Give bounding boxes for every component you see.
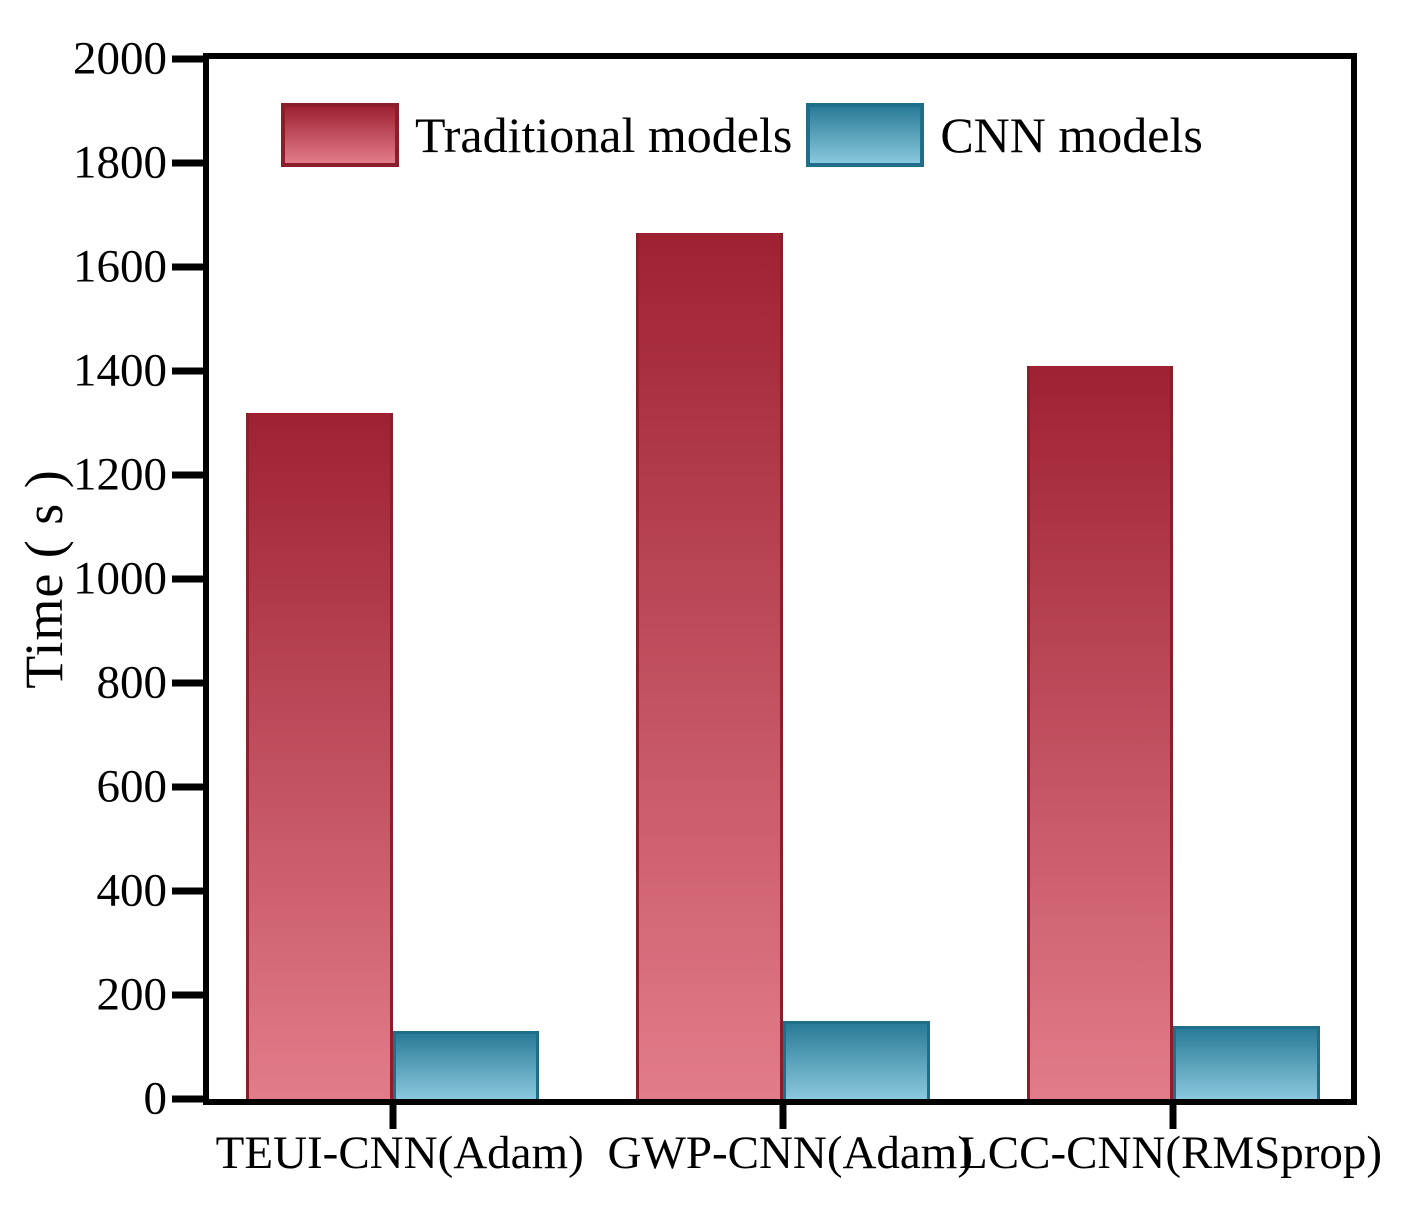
x-axis-label-lcc-cnn: LCC-CNN(RMSprop) (959, 1127, 1383, 1179)
x-axis-label-gwp-cnn: GWP-CNN(Adam) (607, 1127, 974, 1179)
y-tick-mark (172, 575, 203, 583)
y-axis-title: Time ( s ) (14, 469, 74, 689)
legend-label-cnn-models: CNN models (940, 107, 1203, 163)
plot-area: 0 200 400 600 800 1000 1200 1400 1600 1800 2000 Tr… (73, 35, 1357, 1129)
bar-traditional-gwp-cnn (636, 233, 783, 1099)
y-tick-label: 1800 (73, 136, 167, 189)
y-tick-label: 200 (96, 968, 168, 1021)
y-tick-label: 400 (96, 864, 168, 917)
y-tick-label: 1400 (73, 344, 167, 397)
y-tick-label: 2000 (73, 32, 167, 85)
x-axis-label-teui-cnn: TEUI-CNN(Adam) (215, 1127, 584, 1179)
y-tick-mark (172, 991, 203, 999)
y-tick-mark (172, 367, 203, 375)
y-tick-mark (172, 783, 203, 791)
legend-swatch-cnn-models (806, 103, 925, 167)
y-tick-label: 1200 (73, 448, 167, 501)
y-tick-mark (172, 471, 203, 479)
legend-label-traditional-models: Traditional models (415, 107, 793, 163)
bar-cnn-lcc-cnn (1173, 1026, 1320, 1099)
y-tick-label: 1600 (73, 240, 167, 293)
bar-group-gwp-cnn (636, 59, 930, 1129)
y-tick-label: 1000 (73, 552, 167, 605)
bar-group-lcc-cnn (1026, 59, 1320, 1129)
y-tick-label: 600 (96, 760, 168, 813)
bar-traditional-lcc-cnn (1026, 365, 1174, 1099)
y-tick-label: 800 (96, 656, 168, 709)
y-tick-mark (172, 263, 203, 271)
bar-cnn-gwp-cnn (783, 1021, 930, 1099)
y-tick-mark (172, 887, 203, 895)
bar-traditional-teui-cnn (246, 412, 393, 1099)
y-tick-mark (172, 1095, 203, 1103)
x-axis-tick (779, 1099, 787, 1129)
y-tick-label: 0 (143, 1072, 168, 1125)
y-axis-ticks: 0 200 400 600 800 1000 1200 1400 1600 1800 2000 (73, 35, 1351, 1122)
legend-swatch-traditional-models (281, 103, 399, 167)
x-axis-tick (1169, 1099, 1177, 1129)
bars-layer (209, 59, 1351, 1129)
bar-cnn-teui-cnn (392, 1031, 540, 1099)
x-axis-labels: TEUI-CNN(Adam) GWP-CNN(Adam) LCC-CNN(RMS… (209, 1127, 1382, 1188)
y-tick-mark (172, 679, 203, 687)
bar-group-teui-cnn (246, 59, 540, 1129)
y-tick-mark (172, 55, 203, 63)
legend: Traditional models CNN models (281, 103, 1203, 167)
y-tick-mark (172, 159, 203, 167)
x-axis-tick (389, 1099, 397, 1129)
